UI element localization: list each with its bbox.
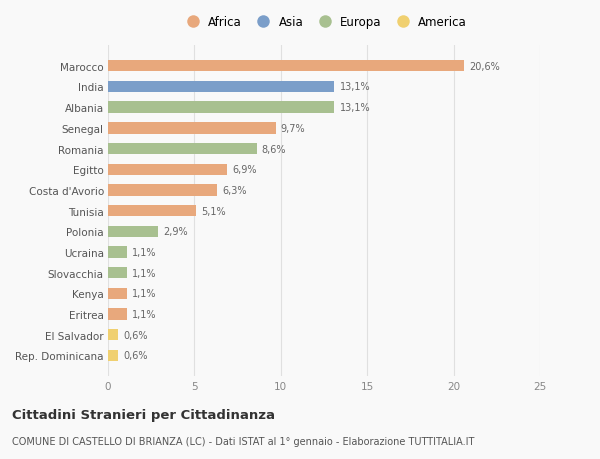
Bar xyxy=(108,309,127,320)
Text: 13,1%: 13,1% xyxy=(340,103,370,113)
Bar xyxy=(108,268,127,279)
Text: COMUNE DI CASTELLO DI BRIANZA (LC) - Dati ISTAT al 1° gennaio - Elaborazione TUT: COMUNE DI CASTELLO DI BRIANZA (LC) - Dat… xyxy=(12,436,475,446)
Bar xyxy=(108,247,127,258)
Bar xyxy=(108,288,127,299)
Text: 5,1%: 5,1% xyxy=(202,206,226,216)
Text: 13,1%: 13,1% xyxy=(340,82,370,92)
Legend: Africa, Asia, Europa, America: Africa, Asia, Europa, America xyxy=(176,11,472,34)
Text: 2,9%: 2,9% xyxy=(163,227,188,237)
Bar xyxy=(108,123,275,134)
Bar xyxy=(108,102,334,113)
Bar xyxy=(108,144,257,155)
Bar xyxy=(108,82,334,93)
Text: 1,1%: 1,1% xyxy=(132,289,157,299)
Bar xyxy=(108,330,118,341)
Text: 0,6%: 0,6% xyxy=(124,351,148,361)
Text: 6,9%: 6,9% xyxy=(232,165,257,175)
Bar xyxy=(108,164,227,175)
Text: 0,6%: 0,6% xyxy=(124,330,148,340)
Bar xyxy=(108,206,196,217)
Text: 9,7%: 9,7% xyxy=(281,123,305,134)
Text: 1,1%: 1,1% xyxy=(132,268,157,278)
Text: Cittadini Stranieri per Cittadinanza: Cittadini Stranieri per Cittadinanza xyxy=(12,409,275,421)
Bar xyxy=(108,226,158,237)
Text: 6,3%: 6,3% xyxy=(222,185,247,196)
Bar xyxy=(108,61,464,72)
Bar xyxy=(108,185,217,196)
Text: 20,6%: 20,6% xyxy=(469,62,500,72)
Text: 1,1%: 1,1% xyxy=(132,247,157,257)
Bar xyxy=(108,350,118,361)
Text: 1,1%: 1,1% xyxy=(132,309,157,319)
Text: 8,6%: 8,6% xyxy=(262,144,286,154)
